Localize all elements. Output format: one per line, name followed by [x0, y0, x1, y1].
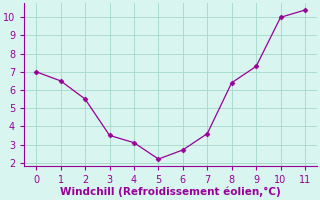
X-axis label: Windchill (Refroidissement éolien,°C): Windchill (Refroidissement éolien,°C)	[60, 187, 281, 197]
